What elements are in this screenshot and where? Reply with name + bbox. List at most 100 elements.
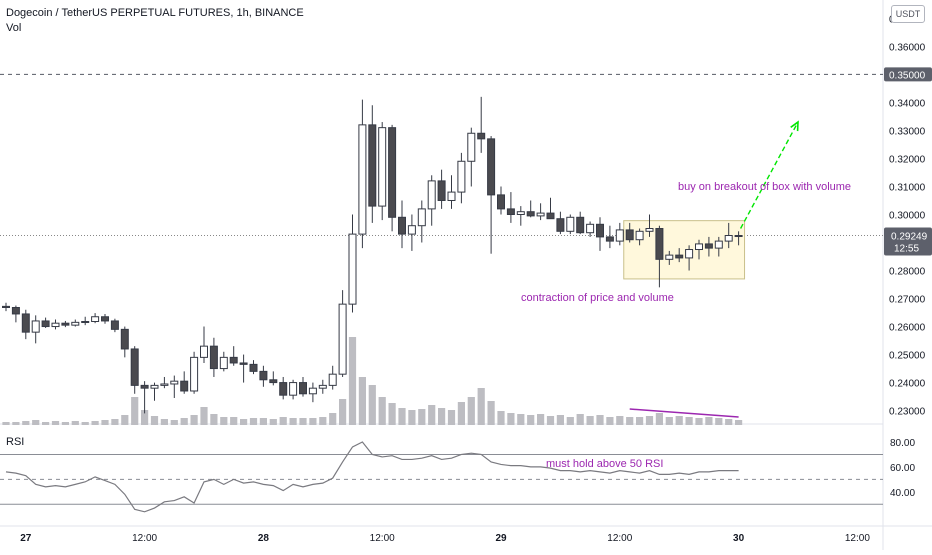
time-tick-label: 28 <box>258 533 270 544</box>
candle-up <box>695 243 703 251</box>
candle-down <box>259 370 268 381</box>
candle-up <box>31 320 40 333</box>
volume-bar <box>556 415 564 425</box>
candle-down <box>299 382 307 395</box>
volume-bar <box>210 414 218 425</box>
volume-bar <box>368 385 376 425</box>
candle-up <box>566 216 575 232</box>
volume-bar <box>32 420 40 425</box>
volume-bar <box>111 419 119 425</box>
breakout-arrow-head <box>790 120 799 132</box>
candle-up <box>318 384 327 389</box>
currency-button[interactable]: USDT <box>891 5 925 23</box>
volume-bar <box>596 415 604 425</box>
candle-up <box>358 124 367 235</box>
candle-up <box>160 383 169 386</box>
chart-title: Dogecoin / TetherUS PERPETUAL FUTURES, 1… <box>6 7 304 19</box>
volume-bar <box>715 418 723 425</box>
candle-down <box>675 254 684 259</box>
annotation-layer <box>623 120 799 280</box>
candle-down <box>110 320 119 330</box>
volume-bar <box>91 421 99 425</box>
candle-up <box>457 160 466 193</box>
time-tick-label: 12:00 <box>370 533 395 544</box>
volume-bar <box>61 422 69 425</box>
volume-bar <box>200 407 208 425</box>
candle-up <box>516 211 525 215</box>
rsi-label: RSI <box>6 436 24 448</box>
volume-bar <box>230 417 238 425</box>
volume-bar <box>675 416 683 425</box>
candle-up <box>51 322 60 328</box>
price-tick-label: 0.30000 <box>889 210 926 221</box>
volume-bar <box>121 415 129 425</box>
current-price-tag <box>884 227 932 256</box>
price-tick-label: 0.32000 <box>889 154 926 165</box>
candle-up <box>586 223 595 234</box>
volume-bar <box>398 408 406 425</box>
candle-up <box>536 212 545 217</box>
candle-up <box>685 249 694 259</box>
candle-down <box>21 313 30 333</box>
price-tick-label: 0.27000 <box>889 295 926 306</box>
candle-up <box>734 235 743 238</box>
volume-bar <box>507 413 515 425</box>
candle-up <box>635 230 644 241</box>
candle-up <box>724 235 733 242</box>
candle-down <box>625 229 634 241</box>
countdown-label: 12:55 <box>894 244 919 255</box>
candle-down <box>655 228 664 260</box>
volume-bar <box>170 420 178 425</box>
candle-down <box>180 380 189 392</box>
candle-down <box>526 211 535 217</box>
candle-down <box>101 316 109 322</box>
volume-bar <box>71 421 79 425</box>
candle-down <box>398 216 406 235</box>
volume-bar <box>12 422 20 425</box>
price-tick-label: 0.34000 <box>889 98 926 109</box>
candle-up <box>81 321 90 324</box>
price-tick-label: 0.31000 <box>889 182 926 193</box>
candle-up <box>338 303 347 375</box>
candle-up <box>308 387 317 395</box>
candle-down <box>437 180 446 201</box>
volume-bar <box>408 410 416 425</box>
candle-down <box>279 382 288 396</box>
rsi-tick-label: 80.00 <box>890 438 915 449</box>
volume-bar <box>378 397 386 425</box>
volume-bar <box>418 409 426 425</box>
volume-bar <box>42 422 50 425</box>
breakout-annotation: buy on breakout of box with volume <box>678 181 851 193</box>
volume-bar <box>497 411 505 425</box>
volume-bar <box>546 416 555 425</box>
volume-bar <box>309 418 317 425</box>
volume-bar <box>269 419 277 425</box>
rsi-tick-label: 40.00 <box>890 488 915 499</box>
candle-down <box>140 384 149 389</box>
volume-bar <box>220 417 228 425</box>
volume-bar <box>655 413 663 425</box>
volume-bar <box>487 401 495 425</box>
price-tick-label: 0.36000 <box>889 42 926 53</box>
candle-up <box>71 321 80 326</box>
volume-bar <box>358 377 366 425</box>
volume-bar <box>517 414 525 425</box>
time-tick-label: 12:00 <box>132 533 157 544</box>
candle-down <box>477 132 486 140</box>
volume-bar <box>150 416 159 425</box>
price-tick-label: 0.26000 <box>889 323 926 334</box>
volume-bar <box>527 415 535 425</box>
candle-up <box>348 233 357 305</box>
volume-bar <box>180 418 188 425</box>
volume-bar <box>141 410 149 425</box>
volume-bar <box>467 397 475 425</box>
volume-bar <box>695 418 703 425</box>
candle-up <box>417 208 426 227</box>
volume-bar <box>457 402 465 425</box>
candle-down <box>239 362 248 365</box>
volume-bar <box>626 417 634 425</box>
volume-bar <box>289 418 297 425</box>
volume-bar <box>190 415 198 425</box>
volume-bar <box>537 414 545 425</box>
